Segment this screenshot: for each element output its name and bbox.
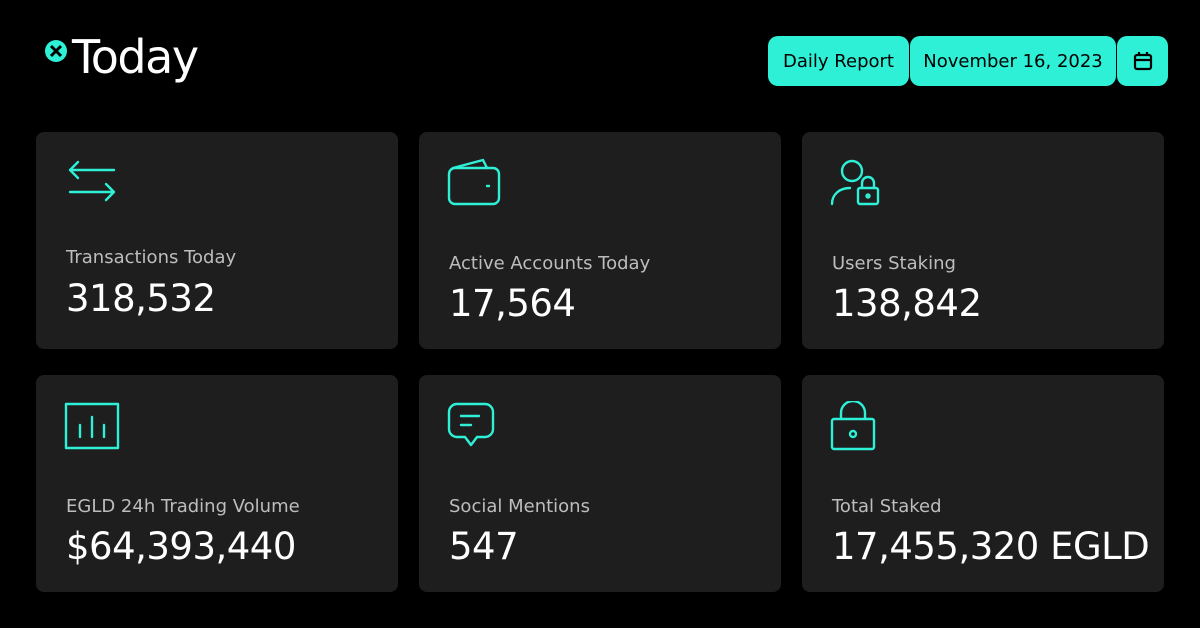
transfer-icon (68, 160, 116, 202)
report-button[interactable]: Daily Report (768, 36, 909, 86)
logo (45, 40, 67, 62)
card-value: 17,455,320 EGLD (832, 525, 1150, 568)
card-label: EGLD 24h Trading Volume (66, 496, 300, 517)
card-label: Social Mentions (449, 496, 590, 517)
card-label: Active Accounts Today (449, 253, 651, 274)
card: Users Staking 138,842 (802, 132, 1164, 349)
chart-icon (64, 402, 120, 450)
title: Today (72, 30, 199, 84)
card-value: 318,532 (66, 277, 216, 320)
card: Social Mentions 547 (419, 375, 781, 592)
card: Transactions Today 318,532 (36, 132, 398, 349)
card: Active Accounts Today 17,564 (419, 132, 781, 349)
card-value: 138,842 (832, 282, 982, 325)
user-lock-icon (830, 159, 880, 206)
wallet-icon (447, 158, 501, 206)
card-label: Users Staking (832, 253, 956, 274)
date-button[interactable]: November 16, 2023 (910, 36, 1116, 86)
card: Total Staked 17,455,320 EGLD (802, 375, 1164, 592)
calendar-button[interactable] (1117, 36, 1168, 86)
card-label: Total Staked (832, 496, 942, 517)
card-value: $64,393,440 (66, 525, 296, 568)
card-value: 547 (449, 525, 519, 568)
lock-icon (830, 401, 876, 451)
calendar-icon (1133, 52, 1152, 71)
card: EGLD 24h Trading Volume $64,393,440 (36, 375, 398, 592)
message-icon (447, 402, 495, 447)
card-label: Transactions Today (66, 247, 237, 268)
card-value: 17,564 (449, 282, 576, 325)
